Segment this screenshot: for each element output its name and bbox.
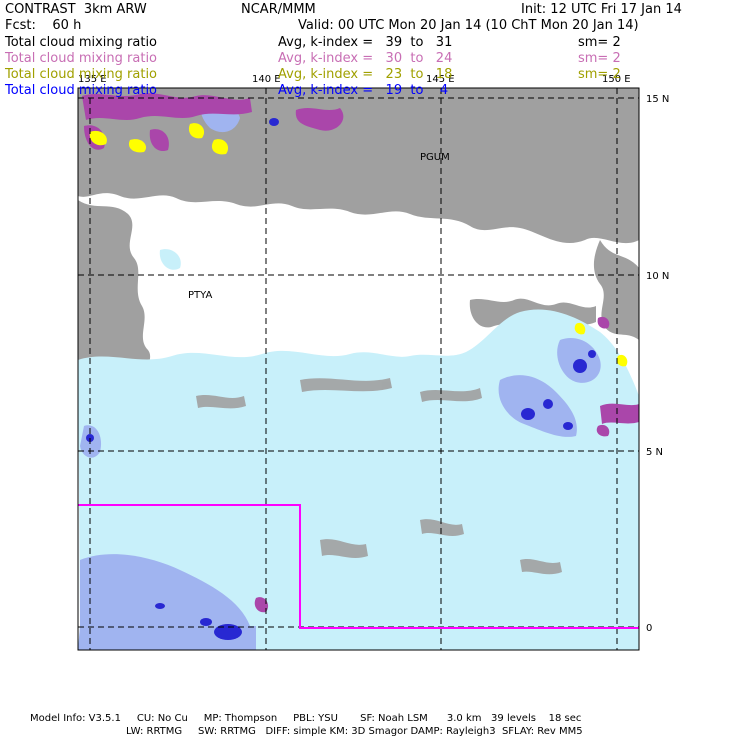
legend-name-4: Total cloud mixing ratio xyxy=(5,83,158,98)
map-frame xyxy=(77,87,640,651)
center-label: NCAR/MMM xyxy=(241,2,316,17)
lon-label-150: 150 E xyxy=(602,74,631,85)
lat-label-0: 0 xyxy=(646,623,652,634)
init-time: Init: 12 UTC Fri 17 Jan 14 xyxy=(521,2,682,17)
model-info-line1: Model Info: V3.5.1 CU: No Cu MP: Thompso… xyxy=(30,713,582,724)
gray-streaks xyxy=(196,378,562,575)
legend-stat-1: Avg, k-index = 39 to 31 xyxy=(278,35,453,50)
valid-time: Valid: 00 UTC Mon 20 Jan 14 (10 ChT Mon … xyxy=(298,18,639,33)
legend-name-2: Total cloud mixing ratio xyxy=(5,51,158,66)
station-label-ptya: PTYA xyxy=(188,290,212,301)
legend-sm-3: sm= 2 xyxy=(578,67,621,82)
forecast-hour: Fcst: 60 h xyxy=(5,18,82,33)
legend-stat-4: Avg, k-index = 19 to 4 xyxy=(278,83,449,98)
legend-name-3: Total cloud mixing ratio xyxy=(5,67,158,82)
legend-name-1: Total cloud mixing ratio xyxy=(5,35,158,50)
yellow-field xyxy=(89,123,628,367)
legend-sm-2: sm= 2 xyxy=(578,51,621,66)
legend-stat-2: Avg, k-index = 30 to 24 xyxy=(278,51,453,66)
model-title: CONTRAST 3km ARW xyxy=(5,2,147,17)
lon-label-135: 135 E xyxy=(78,74,107,85)
lat-label-15n: 15 N xyxy=(646,94,669,105)
lat-label-5n: 5 N xyxy=(646,447,663,458)
inner-domain-outline xyxy=(78,504,639,629)
legend-stat-3: Avg, k-index = 23 to 18 xyxy=(278,67,453,82)
legend-sm-1: sm= 2 xyxy=(578,35,621,50)
station-label-pgum: PGUM xyxy=(420,152,450,163)
lon-label-140: 140 E xyxy=(252,74,281,85)
map-fields xyxy=(78,88,639,650)
model-info-line2: LW: RRTMG SW: RRTMG DIFF: simple KM: 3D … xyxy=(126,726,583,737)
purple-field xyxy=(82,93,639,613)
dark-blue-cores xyxy=(86,118,596,640)
lon-label-145: 145 E xyxy=(426,74,455,85)
lat-label-10n: 10 N xyxy=(646,271,669,282)
